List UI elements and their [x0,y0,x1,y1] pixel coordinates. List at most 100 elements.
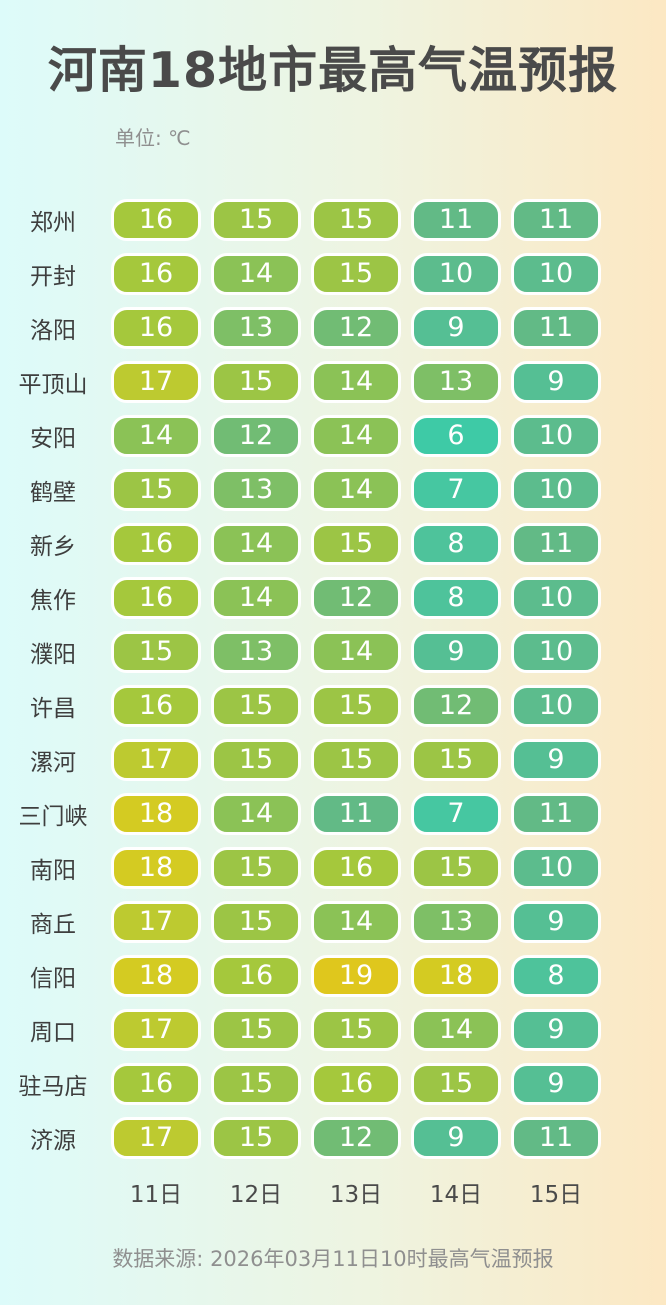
row-label-city: 洛阳 [30,317,76,344]
temp-cell: 10 [511,846,601,889]
temp-cell: 13 [211,306,301,349]
table-row: 洛阳 16 13 12 9 11 [0,306,666,349]
temp-cell: 16 [111,522,201,565]
temp-cell: 9 [511,360,601,403]
temp-cell: 15 [311,522,401,565]
temp-cell: 11 [511,1116,601,1159]
table-row: 鹤壁 15 13 14 7 10 [0,468,666,511]
temp-cell: 9 [411,306,501,349]
row-label-city: 南阳 [30,857,76,884]
temp-cell: 16 [311,1062,401,1105]
temp-cell: 13 [411,360,501,403]
temp-cell: 7 [411,468,501,511]
table-row: 三门峡 18 14 11 7 11 [0,792,666,835]
table-row: 新乡 16 14 15 8 11 [0,522,666,565]
temp-cell: 18 [111,954,201,997]
temp-cell: 15 [111,630,201,673]
temp-cell: 10 [511,630,601,673]
temp-cell: 11 [311,792,401,835]
temp-cell: 14 [211,792,301,835]
row-label-city: 驻马店 [18,1073,88,1100]
temperature-grid: 郑州 16 15 15 11 11 开封 16 14 15 10 10 洛阳 16 13 12 9 11 平顶山 17… [0,198,666,1159]
temp-cell: 10 [511,252,601,295]
table-row: 信阳 18 16 19 18 8 [0,954,666,997]
table-row: 焦作 16 14 12 8 10 [0,576,666,619]
row-label-city: 周口 [30,1019,76,1046]
table-row: 郑州 16 15 15 11 11 [0,198,666,241]
day-label: 12日 [229,1181,283,1208]
day-label: 14日 [429,1181,483,1208]
temp-cell: 15 [411,738,501,781]
temp-cell: 12 [311,576,401,619]
temp-cell: 9 [511,1008,601,1051]
temp-cell: 10 [411,252,501,295]
temp-cell: 17 [111,900,201,943]
temp-cell: 12 [211,414,301,457]
table-row: 周口 17 15 15 14 9 [0,1008,666,1051]
temp-cell: 14 [411,1008,501,1051]
temp-cell: 14 [211,252,301,295]
temp-cell: 9 [411,630,501,673]
temp-cell: 16 [111,306,201,349]
temp-cell: 15 [211,1062,301,1105]
temp-cell: 14 [311,630,401,673]
day-label: 15日 [529,1181,583,1208]
temp-cell: 17 [111,1116,201,1159]
day-labels-row: 11日 12日 13日 14日 15日 [0,1175,666,1209]
table-row: 濮阳 15 13 14 9 10 [0,630,666,673]
day-label: 11日 [129,1181,183,1208]
temp-cell: 10 [511,414,601,457]
temp-cell: 16 [311,846,401,889]
table-row: 济源 17 15 12 9 11 [0,1116,666,1159]
temp-cell: 18 [111,792,201,835]
temp-cell: 15 [211,684,301,727]
temp-cell: 6 [411,414,501,457]
table-row: 安阳 14 12 14 6 10 [0,414,666,457]
temp-cell: 14 [311,468,401,511]
temp-cell: 13 [211,630,301,673]
row-label-city: 信阳 [30,965,76,992]
temp-cell: 12 [311,306,401,349]
temp-cell: 15 [311,738,401,781]
temp-cell: 11 [511,792,601,835]
table-row: 驻马店 16 15 16 15 9 [0,1062,666,1105]
temp-cell: 11 [511,306,601,349]
temp-cell: 10 [511,468,601,511]
temp-cell: 17 [111,360,201,403]
unit-label: 单位: ℃ [115,125,191,150]
day-label: 13日 [329,1181,383,1208]
table-row: 平顶山 17 15 14 13 9 [0,360,666,403]
temp-cell: 12 [311,1116,401,1159]
temp-cell: 17 [111,1008,201,1051]
temp-cell: 11 [411,198,501,241]
temp-cell: 15 [311,198,401,241]
temp-cell: 17 [111,738,201,781]
temp-cell: 12 [411,684,501,727]
temp-cell: 16 [111,252,201,295]
temp-cell: 8 [411,522,501,565]
temp-cell: 14 [311,414,401,457]
temp-cell: 16 [111,1062,201,1105]
temp-cell: 14 [211,576,301,619]
temp-cell: 15 [311,684,401,727]
temp-cell: 10 [511,684,601,727]
row-label-city: 新乡 [30,533,76,560]
temp-cell: 18 [411,954,501,997]
row-label-city: 漯河 [30,749,76,776]
temp-cell: 15 [211,1116,301,1159]
temp-cell: 14 [211,522,301,565]
temp-cell: 14 [111,414,201,457]
temp-cell: 15 [211,198,301,241]
temp-cell: 15 [411,1062,501,1105]
temp-cell: 8 [511,954,601,997]
table-row: 漯河 17 15 15 15 9 [0,738,666,781]
table-row: 许昌 16 15 15 12 10 [0,684,666,727]
row-label-city: 鹤壁 [30,479,76,506]
temp-cell: 11 [511,522,601,565]
row-label-city: 许昌 [30,695,76,722]
temp-cell: 15 [311,1008,401,1051]
temp-cell: 15 [411,846,501,889]
temp-cell: 15 [311,252,401,295]
temp-cell: 9 [511,1062,601,1105]
